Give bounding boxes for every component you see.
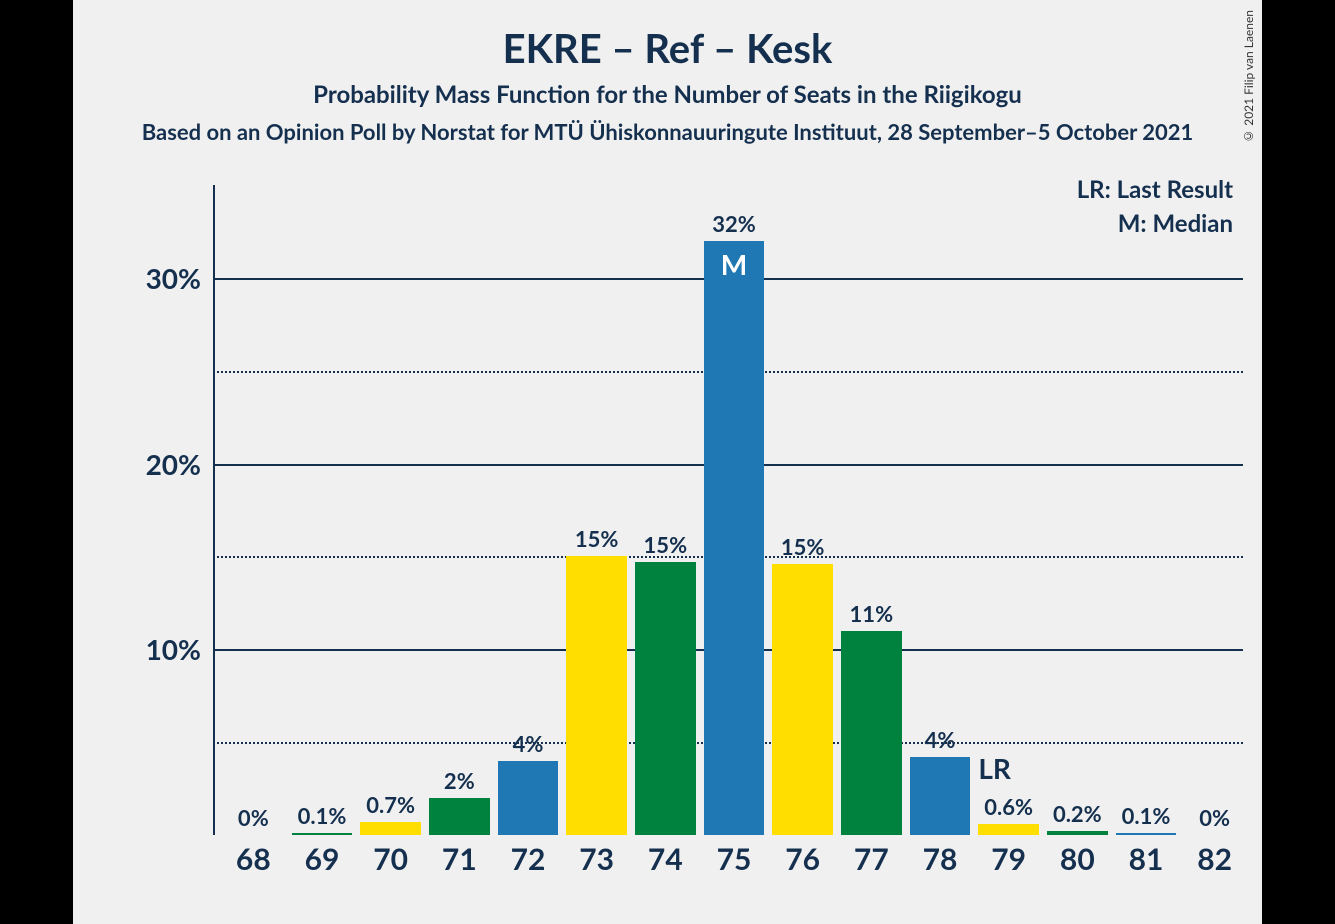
- bar-value-label: 2%: [444, 767, 475, 794]
- x-tick-label: 73: [579, 841, 614, 877]
- legend-m: M: Median: [1118, 209, 1233, 238]
- last-result-marker: LR: [978, 751, 1011, 785]
- bar-value-label: 0.7%: [366, 791, 415, 818]
- bar-value-label: 0%: [238, 804, 269, 831]
- y-tick-label: 10%: [146, 632, 201, 666]
- bar-value-label: 0.1%: [298, 802, 347, 829]
- bar: M: [704, 241, 764, 835]
- bar: [635, 562, 695, 835]
- bar: [910, 757, 970, 835]
- x-tick-label: 74: [648, 841, 683, 877]
- bar: [429, 798, 489, 835]
- x-tick-label: 72: [511, 841, 546, 877]
- bar-value-label: 4%: [925, 726, 956, 753]
- bar: [292, 833, 352, 835]
- bar: [841, 631, 901, 835]
- bar-value-label: 15%: [644, 531, 688, 558]
- bar-value-label: 15%: [781, 533, 825, 560]
- bar-value-label: 0.2%: [1053, 800, 1102, 827]
- bar-value-label: 0%: [1199, 804, 1230, 831]
- x-tick-label: 81: [1129, 841, 1164, 877]
- plot-area: 10%20%30% 0%0.1%0.7%2%4%15%15%M32%15%11%…: [213, 185, 1243, 835]
- bar: [566, 556, 626, 835]
- x-tick-label: 80: [1060, 841, 1095, 877]
- median-marker: M: [721, 247, 747, 281]
- bar-value-label: 15%: [575, 525, 619, 552]
- bar-value-label: 0.6%: [984, 793, 1033, 820]
- chart-subtitle-2: Based on an Opinion Poll by Norstat for …: [73, 118, 1262, 145]
- x-tick-label: 70: [373, 841, 408, 877]
- bar: [360, 822, 420, 835]
- bar: [498, 761, 558, 835]
- bar: [978, 824, 1038, 835]
- x-tick-label: 78: [923, 841, 958, 877]
- bar: [1047, 831, 1107, 835]
- x-tick-label: 77: [854, 841, 889, 877]
- x-tick-label: 75: [717, 841, 752, 877]
- x-tick-label: 68: [236, 841, 271, 877]
- legend-lr: LR: Last Result: [1077, 175, 1233, 204]
- bar: [1116, 833, 1176, 835]
- x-tick-label: 71: [442, 841, 477, 877]
- chart-subtitle: Probability Mass Function for the Number…: [73, 80, 1262, 109]
- x-tick-label: 69: [305, 841, 340, 877]
- bars-container: 0% 0.1% 0.7% 2% 4% 15% 15% M 32% 15% 11% 4% 0.6% 0.2%…: [213, 185, 1243, 835]
- bar: [772, 564, 832, 835]
- bar-value-label: 4%: [513, 730, 544, 757]
- y-tick-label: 30%: [146, 261, 201, 295]
- x-tick-label: 79: [991, 841, 1026, 877]
- chart-canvas: © 2021 Filip van Laenen EKRE – Ref – Kes…: [73, 0, 1262, 924]
- x-tick-label: 76: [785, 841, 820, 877]
- bar-value-label: 11%: [850, 600, 894, 627]
- bar-value-label: 32%: [712, 210, 756, 237]
- bar-value-label: 0.1%: [1122, 802, 1171, 829]
- y-tick-label: 20%: [146, 447, 201, 481]
- x-tick-label: 82: [1197, 841, 1232, 877]
- chart-title: EKRE – Ref – Kesk: [73, 24, 1262, 72]
